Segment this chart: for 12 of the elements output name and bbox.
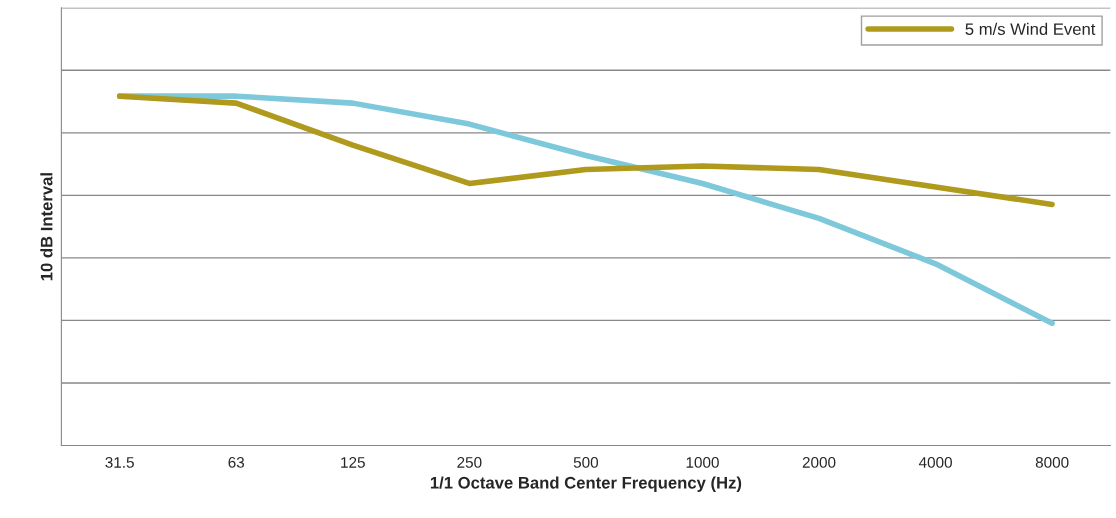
x-tick-label: 31.5 [105, 456, 134, 468]
y-axis-title: 10 dB Interval [40, 173, 53, 281]
x-tick-label: 8000 [1035, 456, 1069, 468]
x-tick-label: 500 [573, 456, 599, 468]
x-tick-label: 4000 [918, 456, 952, 468]
x-tick-label: 250 [457, 456, 482, 468]
x-axis-title: 1/1 Octave Band Center Frequency (Hz) [430, 476, 742, 492]
x-tick-label: 2000 [802, 456, 836, 468]
x-tick-label: 1000 [686, 456, 719, 468]
x-tick-label: 125 [341, 456, 365, 468]
x-tick-label: 63 [228, 456, 245, 468]
legend-label: 5 m/s Wind Event [965, 22, 1096, 36]
